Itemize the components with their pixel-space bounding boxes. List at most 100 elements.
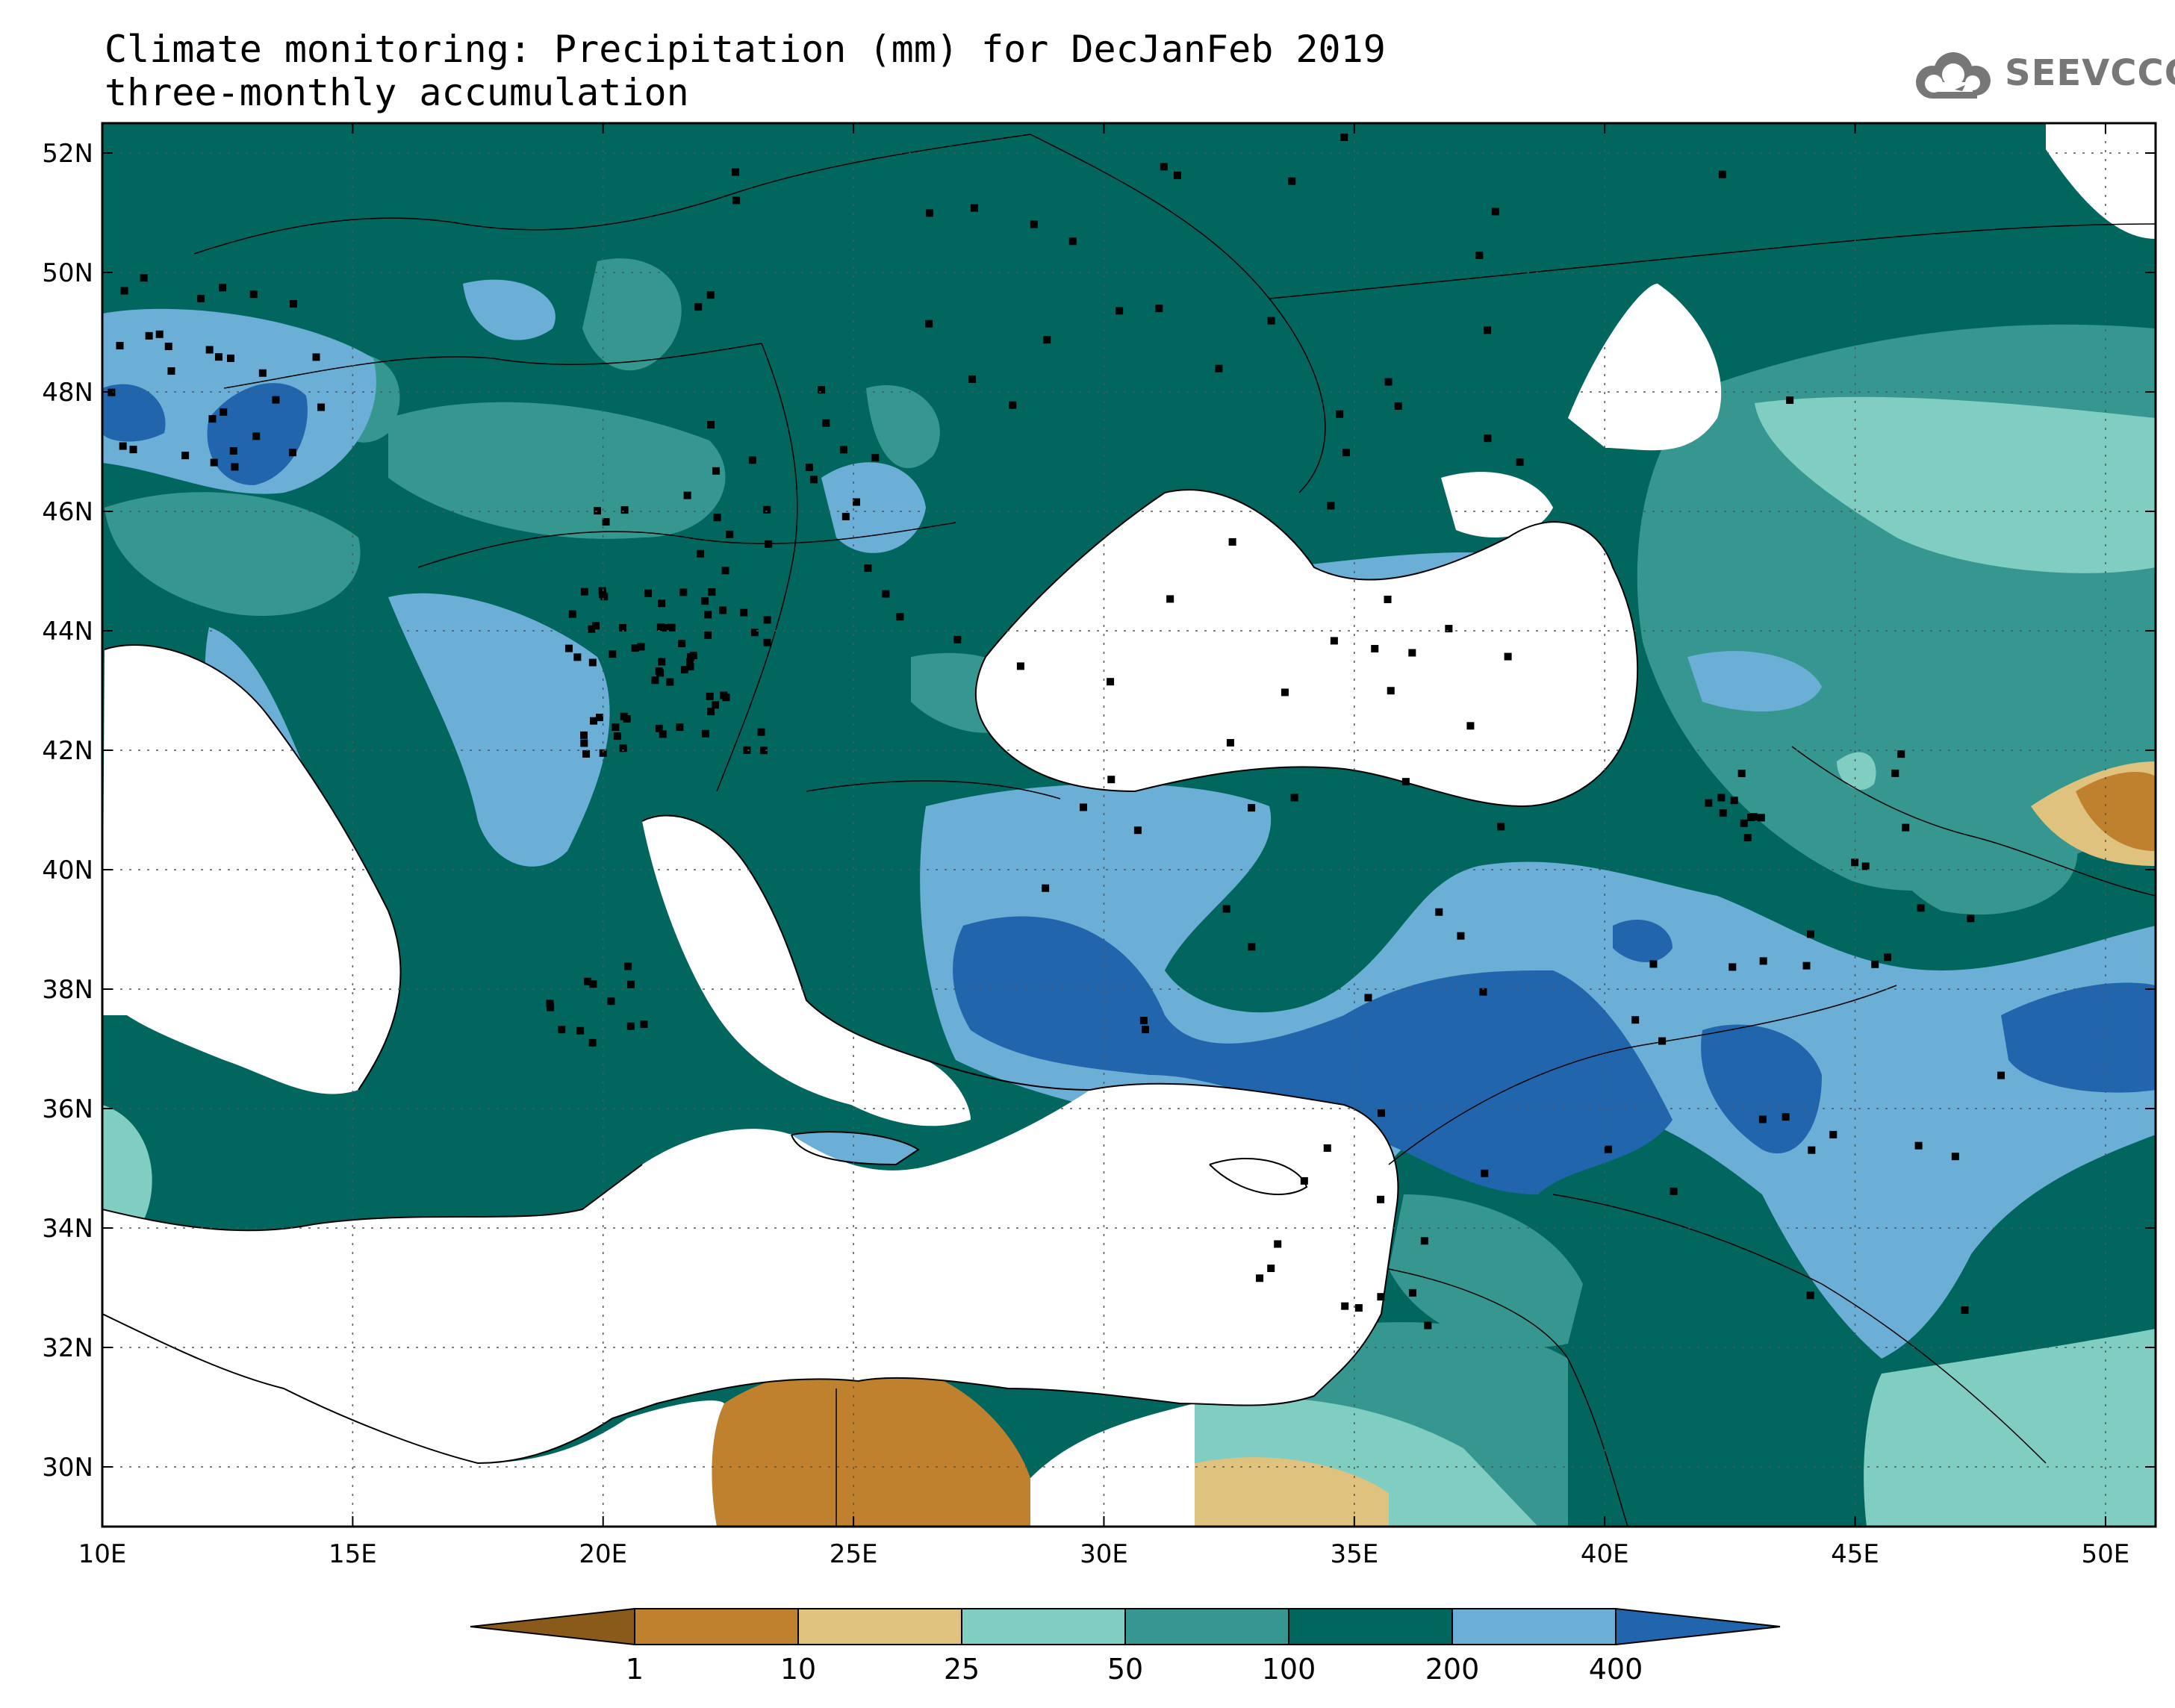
station-marker [765, 540, 773, 548]
station-marker [1079, 803, 1087, 811]
station-marker [925, 320, 933, 328]
station-marker [116, 342, 124, 350]
station-marker [1281, 688, 1289, 696]
chart-subtitle: three-monthly accumulation [105, 71, 689, 114]
lon-label: 40E [1581, 1539, 1629, 1569]
station-marker [704, 631, 712, 639]
station-marker [896, 613, 904, 621]
station-marker [289, 299, 297, 308]
lat-label: 32N [42, 1333, 93, 1363]
station-marker [1228, 537, 1236, 546]
lon-labels: 10E 15E 20E 25E 30E 35E 40E 45E 50E [78, 1539, 2130, 1569]
station-marker [864, 564, 872, 573]
colorbar-label: 200 [1425, 1653, 1480, 1686]
station-marker [1215, 364, 1223, 373]
station-marker [1173, 171, 1181, 179]
station-marker [584, 977, 592, 985]
station-marker [627, 980, 635, 988]
station-marker [1631, 1016, 1640, 1024]
station-marker [1740, 819, 1748, 827]
station-marker [805, 464, 813, 472]
station-marker [1757, 814, 1765, 822]
station-marker [706, 291, 715, 299]
station-marker [655, 667, 663, 676]
axis-ticks [102, 123, 2156, 1527]
colorbar-label: 100 [1262, 1653, 1316, 1686]
station-marker [181, 452, 190, 460]
station-marker [1951, 1153, 1959, 1161]
station-marker [1288, 177, 1296, 185]
station-marker [1729, 963, 1737, 971]
station-marker [214, 353, 223, 361]
station-marker [1658, 1037, 1667, 1045]
station-marker [1891, 769, 1899, 777]
station-marker [1342, 449, 1350, 457]
station-marker [145, 331, 153, 340]
station-marker [1424, 1321, 1432, 1330]
station-marker [651, 676, 659, 685]
station-marker [1408, 1288, 1416, 1297]
station-markers [108, 133, 2005, 1330]
station-marker [1377, 1195, 1385, 1203]
lat-label: 34N [42, 1214, 93, 1244]
station-marker [317, 403, 326, 411]
station-marker [655, 724, 663, 732]
station-marker [637, 643, 645, 651]
station-marker [1861, 862, 1870, 870]
station-marker [1475, 251, 1484, 259]
station-marker [624, 962, 632, 970]
station-marker [841, 512, 850, 520]
station-marker [1705, 799, 1713, 807]
station-marker [640, 1020, 648, 1029]
station-marker [129, 446, 137, 454]
precipitation-field [102, 123, 2156, 1527]
station-marker [1649, 960, 1658, 968]
station-marker [686, 663, 694, 671]
station-marker [644, 589, 653, 597]
station-marker [732, 168, 740, 176]
station-marker [1330, 637, 1338, 645]
station-marker [1256, 1274, 1264, 1282]
station-marker [1759, 957, 1767, 965]
station-marker [140, 274, 148, 282]
station-marker [589, 980, 597, 988]
station-marker [719, 606, 727, 614]
station-marker [1758, 1115, 1767, 1123]
station-marker [1504, 652, 1512, 661]
station-marker [1719, 809, 1727, 817]
station-marker [229, 446, 237, 455]
station-marker [707, 708, 715, 716]
station-marker [1806, 930, 1814, 938]
station-marker [750, 629, 759, 637]
lat-label: 30N [42, 1453, 93, 1483]
colorbar-segment [1451, 1608, 1617, 1645]
station-marker [1394, 402, 1402, 410]
station-marker [288, 449, 296, 457]
station-marker [1670, 1187, 1678, 1195]
station-marker [620, 712, 628, 720]
station-marker [588, 1038, 597, 1047]
lat-label: 42N [42, 736, 93, 766]
station-marker [689, 651, 697, 659]
station-marker [613, 732, 621, 741]
station-marker [580, 739, 588, 747]
station-marker [763, 638, 771, 646]
station-marker [1226, 738, 1234, 747]
station-marker [1902, 823, 1910, 832]
station-marker [763, 616, 771, 624]
station-marker [680, 666, 688, 674]
station-marker [619, 744, 627, 752]
station-marker [620, 506, 629, 514]
station-marker [155, 330, 164, 338]
station-marker [208, 415, 217, 423]
station-marker [871, 454, 880, 462]
station-marker [1115, 307, 1124, 315]
station-marker [197, 294, 205, 302]
station-marker [588, 658, 597, 667]
station-marker [686, 658, 694, 666]
station-marker [547, 1003, 555, 1012]
station-marker [712, 467, 721, 475]
station-marker [579, 731, 588, 739]
station-marker [1274, 1240, 1282, 1248]
station-marker [1420, 1237, 1428, 1245]
